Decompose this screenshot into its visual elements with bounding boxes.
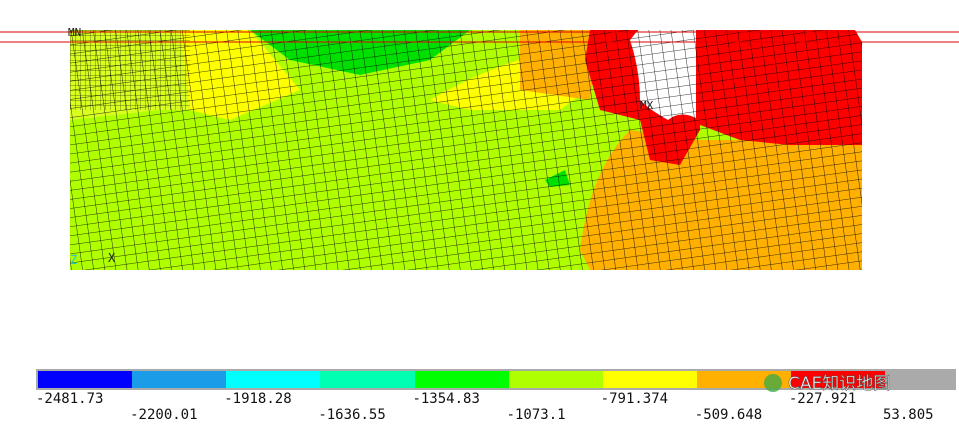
legend-label: -1918.28: [224, 391, 291, 407]
triad-label: Z: [70, 253, 77, 267]
legend-label: 53.805: [883, 407, 934, 423]
legend-label: -791.374: [601, 391, 668, 407]
legend-label: -227.921: [789, 391, 856, 407]
legend-label: -1073.1: [507, 407, 566, 423]
legend: [36, 369, 956, 390]
max-label: MX: [640, 99, 654, 112]
triad-label: X: [108, 251, 116, 265]
contour-plot: [70, 30, 862, 270]
legend-label: -509.648: [695, 407, 762, 423]
legend-label: -2200.01: [130, 407, 197, 423]
legend-label: -2481.73: [36, 391, 103, 407]
min-label: MN: [68, 26, 81, 39]
legend-label: -1636.55: [318, 407, 385, 423]
legend-label: -1354.83: [412, 391, 479, 407]
watermark-icon: [764, 374, 782, 392]
watermark: CAE知识地图: [788, 374, 890, 394]
